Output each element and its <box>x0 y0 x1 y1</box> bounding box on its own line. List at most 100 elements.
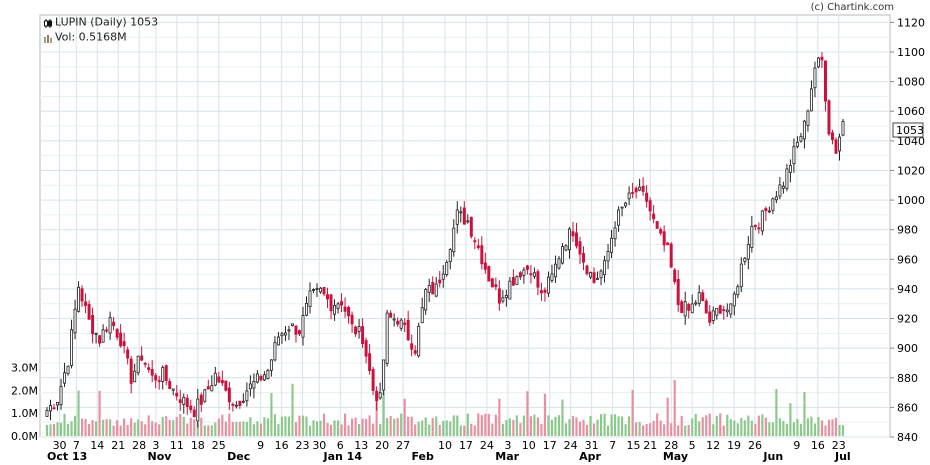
candle-body <box>224 380 228 391</box>
candle-down <box>413 345 417 356</box>
candle-body <box>126 349 130 359</box>
candle-down <box>571 221 575 242</box>
candle-body <box>336 303 340 309</box>
candle-body <box>185 397 189 408</box>
day-tick-label: 10 <box>438 439 452 452</box>
candle-body <box>343 306 347 312</box>
candle-body <box>543 289 547 293</box>
volume-bar <box>547 415 550 436</box>
candle-up <box>760 209 764 236</box>
candle-body <box>122 341 126 347</box>
last-price-marker: 1053 <box>892 122 924 138</box>
candle-body <box>732 293 736 307</box>
day-tick-label: 23 <box>296 439 310 452</box>
candle-down <box>652 205 656 224</box>
volume-bar <box>424 417 427 436</box>
candle-down <box>347 305 351 324</box>
volume-bar <box>550 419 554 436</box>
volume-bar <box>663 424 666 436</box>
candle-down <box>641 177 645 196</box>
volume-bar <box>263 417 266 436</box>
volume-bar <box>582 419 585 436</box>
volume-bar <box>319 420 322 436</box>
candle-body <box>809 88 813 112</box>
candle-down <box>147 363 151 373</box>
volume-bar <box>533 414 536 436</box>
volume-tick-label: 1.0M <box>11 407 38 420</box>
candle-up <box>729 303 733 318</box>
candle-body <box>806 110 810 126</box>
volume-bar <box>522 415 525 436</box>
candle-body <box>746 244 750 260</box>
candle-body <box>283 332 287 336</box>
candle-body <box>140 355 144 361</box>
candle-body <box>466 220 470 223</box>
volume-bar <box>343 413 347 436</box>
candle-down <box>718 304 722 314</box>
candle-up <box>452 219 456 257</box>
volume-bar <box>687 424 690 436</box>
candle-body <box>108 317 112 334</box>
candle-body <box>687 304 691 311</box>
candle-body <box>575 232 578 247</box>
candle-up <box>638 178 642 192</box>
candle-body <box>539 290 543 294</box>
volume-bar <box>130 418 133 436</box>
candle-body <box>112 321 116 327</box>
volume-bar <box>431 418 434 436</box>
volume-bar <box>165 416 168 436</box>
day-tick-label: 3 <box>504 439 511 452</box>
volume-bar <box>824 425 827 436</box>
candle-body <box>771 198 775 211</box>
candle-down <box>157 375 161 390</box>
candle-body <box>662 231 666 246</box>
candle-body <box>564 245 568 251</box>
volume-bar <box>144 424 147 436</box>
day-tick-label: 6 <box>337 439 344 452</box>
candle-down <box>406 310 410 342</box>
month-tick-label: Dec <box>227 450 250 463</box>
candle-down <box>480 236 484 270</box>
candle-down <box>834 137 838 154</box>
candle-up <box>273 336 277 362</box>
candle-body <box>196 398 200 422</box>
price-tick-label: 840 <box>897 431 918 444</box>
candle-body <box>375 390 379 402</box>
volume-bar <box>45 424 49 436</box>
candle-body <box>315 288 319 290</box>
candle-down <box>87 300 91 321</box>
volume-bar <box>659 420 662 436</box>
volume-bar <box>73 415 77 436</box>
candle-body <box>511 277 515 286</box>
candle-body <box>673 269 677 282</box>
candle-up <box>841 118 845 137</box>
candle-body <box>308 290 312 308</box>
candle-up <box>455 201 459 234</box>
price-tick-label: 940 <box>897 283 918 296</box>
candle-body <box>788 165 792 173</box>
volume-bar <box>224 421 227 436</box>
volume-bar <box>554 416 557 436</box>
candle-up <box>806 109 810 132</box>
day-tick-label: 20 <box>375 439 389 452</box>
volume-bar <box>599 414 603 436</box>
price-tick-label: 880 <box>897 372 918 385</box>
volume-bar <box>410 416 413 436</box>
candle-up <box>771 197 775 215</box>
volume-bar <box>161 417 164 436</box>
volume-bar <box>256 421 259 436</box>
volume-bar <box>87 423 91 436</box>
candle-body <box>94 332 98 335</box>
volume-bar <box>789 403 792 436</box>
volume-bar <box>831 419 834 436</box>
candle-down <box>227 381 231 410</box>
volume-bar <box>487 413 490 436</box>
day-tick-label: 19 <box>727 439 741 452</box>
candle-body <box>827 100 831 135</box>
volume-bar <box>189 417 192 436</box>
candle-body <box>532 272 536 277</box>
volume-bar <box>63 413 66 436</box>
volume-bar <box>200 417 203 436</box>
volume-bar <box>452 415 455 436</box>
candle-up <box>816 56 820 69</box>
